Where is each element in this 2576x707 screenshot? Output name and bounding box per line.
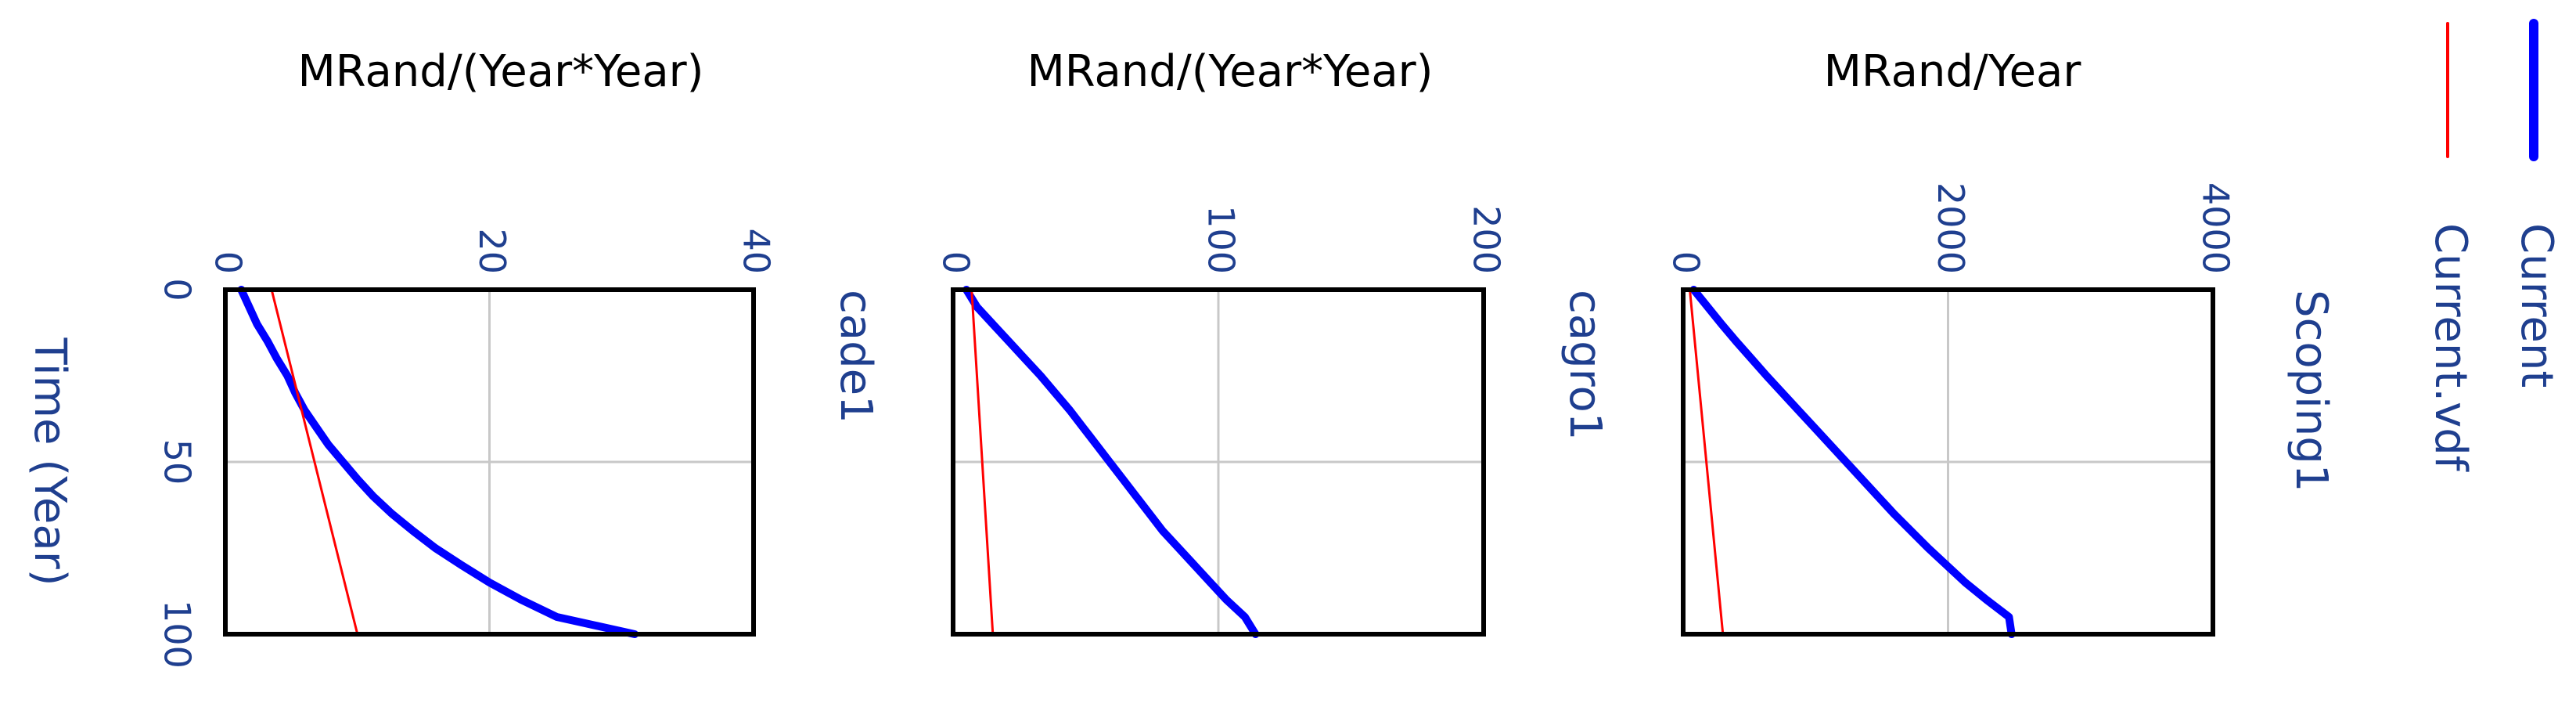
series-line-current-vdf	[270, 288, 359, 636]
panel-title: MRand/Year	[1824, 46, 2082, 97]
value-tick-label: 2000	[1930, 182, 1972, 274]
time-axis-title: Time (Year)	[24, 337, 75, 586]
plot-frame	[1681, 287, 2215, 637]
series-line-current	[962, 286, 1260, 638]
panel-scoping1: 0 2000 4000 MRand/Year Scoping1	[1665, 46, 2337, 638]
legend-label: Current.vdf	[2425, 223, 2476, 472]
time-tick-label: 0	[157, 278, 199, 301]
value-tick-label: 0	[935, 251, 977, 274]
panel-cagro1: 0 100 200 MRand/(Year*Year) cagro1	[935, 46, 1610, 638]
value-tick-label: 4000	[2195, 182, 2237, 274]
series-line-current-vdf	[1689, 288, 1725, 636]
value-tick-label: 200	[1466, 205, 1508, 274]
value-tick-label: 0	[1665, 251, 1707, 274]
plot-frame	[223, 287, 756, 637]
value-tick-label: 40	[736, 228, 778, 274]
panel-variable-label: cagro1	[1560, 290, 1610, 440]
value-tick-label: 100	[1200, 205, 1243, 274]
panel-variable-label: Scoping1	[2286, 290, 2337, 492]
value-tick-label: 0	[207, 251, 250, 274]
panel-cade1: 0 20 40 MRand/(Year*Year) cade1	[207, 46, 881, 638]
panel-variable-label: cade1	[830, 290, 881, 424]
time-tick-label: 100	[157, 600, 199, 669]
series-line-current	[1689, 286, 2016, 638]
plot-frame	[951, 287, 1486, 637]
panel-title: MRand/(Year*Year)	[1027, 46, 1433, 97]
time-tick-label: 50	[157, 439, 199, 485]
series-line-current-vdf	[970, 288, 995, 636]
panel-title: MRand/(Year*Year)	[297, 46, 703, 97]
value-tick-label: 20	[471, 228, 513, 274]
legend-label: Current	[2511, 223, 2562, 388]
series-line-current	[237, 286, 639, 638]
